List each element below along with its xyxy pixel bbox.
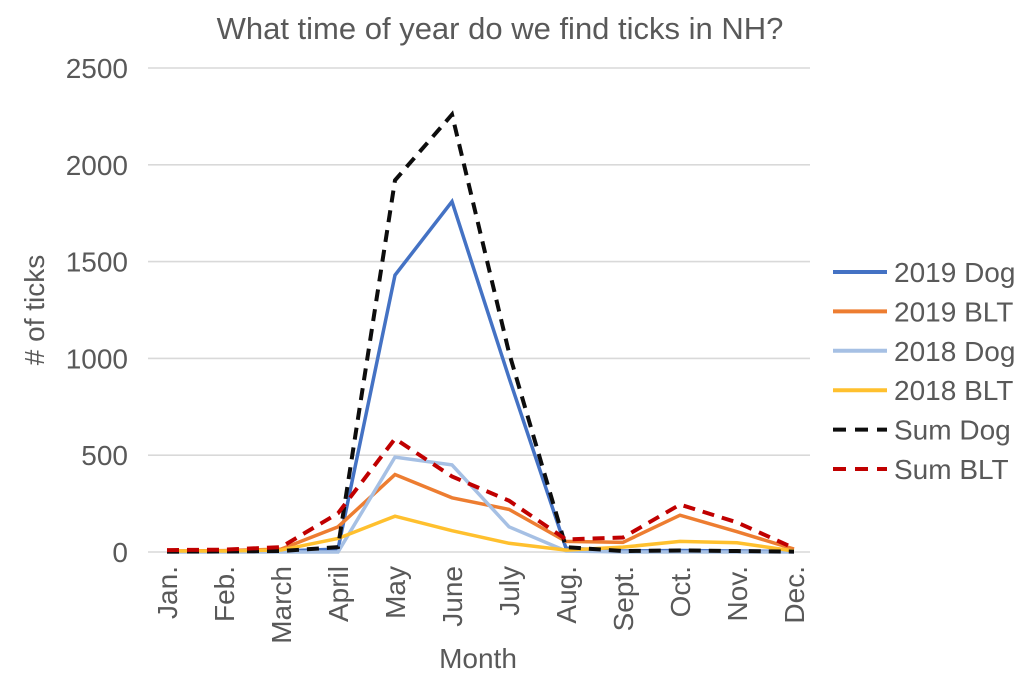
legend: 2019 Dog 2019 BLT 2018 Dog 2018 BLT Sum Dog S… xyxy=(833,257,1015,485)
x-tick-label-june: June xyxy=(437,566,468,627)
x-tick-label-may: May xyxy=(380,566,411,619)
y-tick-label-2500: 2500 xyxy=(66,53,128,84)
legend-label-2018-blt: 2018 BLT xyxy=(894,375,1013,406)
y-axis-tick-labels: 0 500 1000 1500 2000 2500 xyxy=(66,53,128,568)
legend-label-2019-blt: 2019 BLT xyxy=(894,296,1013,327)
legend-label-2018-dog: 2018 Dog xyxy=(894,336,1015,367)
x-tick-label-april: April xyxy=(323,566,354,622)
x-axis-title: Month xyxy=(439,643,517,674)
y-tick-label-0: 0 xyxy=(112,537,128,568)
series-line-sum-dog xyxy=(166,110,795,554)
gridlines xyxy=(148,67,810,553)
x-tick-label-march: March xyxy=(266,566,297,644)
legend-label-sum-blt: Sum BLT xyxy=(894,454,1009,485)
y-tick-label-500: 500 xyxy=(81,440,128,471)
series-line-2019-dog xyxy=(166,197,795,554)
y-tick-label-1500: 1500 xyxy=(66,247,128,278)
legend-item-sum-blt: Sum BLT xyxy=(833,454,1009,485)
legend-label-2019-dog: 2019 Dog xyxy=(894,257,1015,288)
x-tick-label-feb: Feb. xyxy=(209,566,240,622)
chart-title: What time of year do we find ticks in NH… xyxy=(217,11,784,46)
x-tick-label-july: July xyxy=(494,566,525,616)
series-lines xyxy=(166,110,795,554)
x-tick-label-aug: Aug. xyxy=(551,566,582,624)
legend-item-sum-dog: Sum Dog xyxy=(833,415,1011,446)
y-axis-title: # of ticks xyxy=(19,255,50,365)
x-tick-label-nov: Nov. xyxy=(722,566,753,622)
x-tick-label-dec: Dec. xyxy=(779,566,810,624)
y-tick-label-2000: 2000 xyxy=(66,150,128,181)
y-tick-label-1000: 1000 xyxy=(66,343,128,374)
legend-item-2018-dog: 2018 Dog xyxy=(833,336,1015,367)
series-line-sum-blt xyxy=(166,436,795,553)
legend-item-2019-blt: 2019 BLT xyxy=(833,296,1013,327)
legend-item-2018-blt: 2018 BLT xyxy=(833,375,1013,406)
x-tick-label-oct: Oct. xyxy=(665,566,696,617)
legend-item-2019-dog: 2019 Dog xyxy=(833,257,1015,288)
series-line-2019-blt xyxy=(166,472,795,553)
x-axis-tick-labels: Jan. Feb. March April May June July Aug. Sept. Oc… xyxy=(152,566,810,644)
x-tick-label-sept: Sept. xyxy=(608,566,639,631)
legend-label-sum-dog: Sum Dog xyxy=(894,415,1011,446)
x-tick-label-jan: Jan. xyxy=(152,566,183,619)
